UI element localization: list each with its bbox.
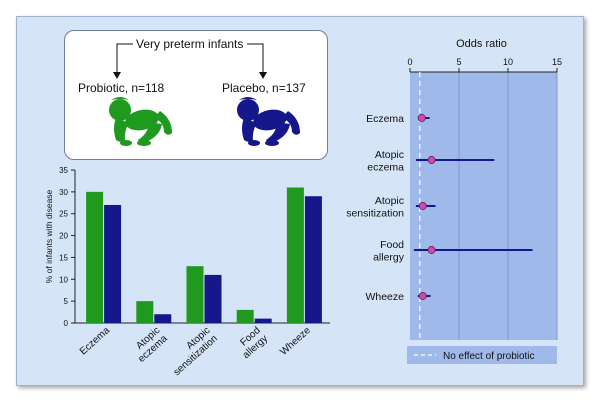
design-arrows <box>116 43 264 74</box>
or-category-label: Atopic eczema <box>367 149 404 174</box>
or-point <box>427 246 436 254</box>
placebo-group-label: Placebo, n=137 <box>222 81 306 95</box>
bar-probiotic <box>86 191 104 323</box>
bar-y-axis-label: % of infants with disease <box>44 189 54 283</box>
study-design-box <box>64 30 328 160</box>
bar-category-label-line: Eczema <box>78 325 113 358</box>
infant-part-7 <box>265 140 279 146</box>
or-category-label-line: Food <box>380 239 404 251</box>
bar-placebo <box>254 318 272 323</box>
or-x-tick-label: 0 <box>407 57 412 67</box>
arrow-head-probiotic <box>113 72 121 79</box>
infant-part-0 <box>237 99 259 121</box>
bar-placebo <box>104 204 122 323</box>
bar-category-label: Foodallergy <box>233 325 270 361</box>
or-category-label: Eczema <box>366 113 404 125</box>
bar-y-tick-label: 30 <box>59 188 68 197</box>
infant-part-4 <box>266 122 290 144</box>
or-category-label-line: allergy <box>373 252 405 264</box>
or-x-tick-label: 10 <box>503 57 513 67</box>
infant-part-5 <box>282 111 300 135</box>
or-category-label-line: Atopic <box>375 149 404 161</box>
or-category-label-line: Wheeze <box>365 291 404 303</box>
or-category-label: Food allergy <box>373 239 405 264</box>
bar-chart: 0 5 10 15 20 25 30 35 % of infants with disease E… <box>44 166 330 378</box>
population-label: Very preterm infants <box>136 37 244 51</box>
probiotic-infant-icon <box>109 97 172 146</box>
bar-placebo <box>204 274 222 323</box>
arrow-head-placebo <box>259 72 267 79</box>
or-x-tick-label: 15 <box>552 57 562 67</box>
bar-y-tick-label: 0 <box>64 319 69 328</box>
bar-probiotic <box>186 266 204 323</box>
probiotic-group-label: Probiotic, n=118 <box>78 81 165 95</box>
or-point <box>417 114 426 122</box>
bar-category-label: Wheeze <box>278 325 313 358</box>
or-x-tick-label: 5 <box>456 57 461 67</box>
infant-part-1 <box>111 97 129 100</box>
bar-y-tick-label: 20 <box>59 232 68 241</box>
infant-part-7 <box>137 140 151 146</box>
bar-category-label: Atopiceczema <box>129 325 170 365</box>
infant-part-4 <box>138 122 162 144</box>
bar-category-label: Eczema <box>78 325 113 358</box>
or-category-label: Atopic sensitization <box>346 195 404 220</box>
infant-part-3 <box>242 118 257 142</box>
bar-category-label: Atopicsensitization <box>164 325 220 378</box>
bar-category-label-line: Wheeze <box>278 325 313 358</box>
bar-y-tick-label: 10 <box>59 275 68 284</box>
bar-y-tick-label: 25 <box>59 210 68 219</box>
or-category-label-line: sensitization <box>346 208 404 220</box>
or-legend-box <box>407 346 557 364</box>
or-point <box>418 202 427 210</box>
or-title: Odds ratio <box>456 38 507 50</box>
or-point <box>418 292 427 300</box>
or-category-label: Wheeze <box>365 291 404 303</box>
bar-y-tick-label: 15 <box>59 253 68 262</box>
bar-probiotic <box>236 309 254 323</box>
or-category-label-line: Eczema <box>366 113 404 125</box>
infant-part-6 <box>120 140 132 146</box>
or-point <box>427 156 436 164</box>
or-legend-label: No effect of probiotic <box>443 351 535 362</box>
bar-placebo <box>304 196 322 323</box>
bar-probiotic <box>286 187 304 323</box>
placebo-infant-icon <box>237 97 300 146</box>
or-category-label-line: Atopic <box>375 195 404 207</box>
infant-part-3 <box>114 118 129 142</box>
infant-part-6 <box>248 140 260 146</box>
bar-y-tick-label: 5 <box>64 297 69 306</box>
infant-part-5 <box>154 111 172 135</box>
infant-part-0 <box>109 99 131 121</box>
bar-probiotic <box>136 301 154 323</box>
bar-placebo <box>154 314 172 323</box>
infant-part-1 <box>239 97 257 100</box>
bar-y-tick-label: 35 <box>59 166 68 175</box>
or-category-label-line: eczema <box>367 162 404 174</box>
